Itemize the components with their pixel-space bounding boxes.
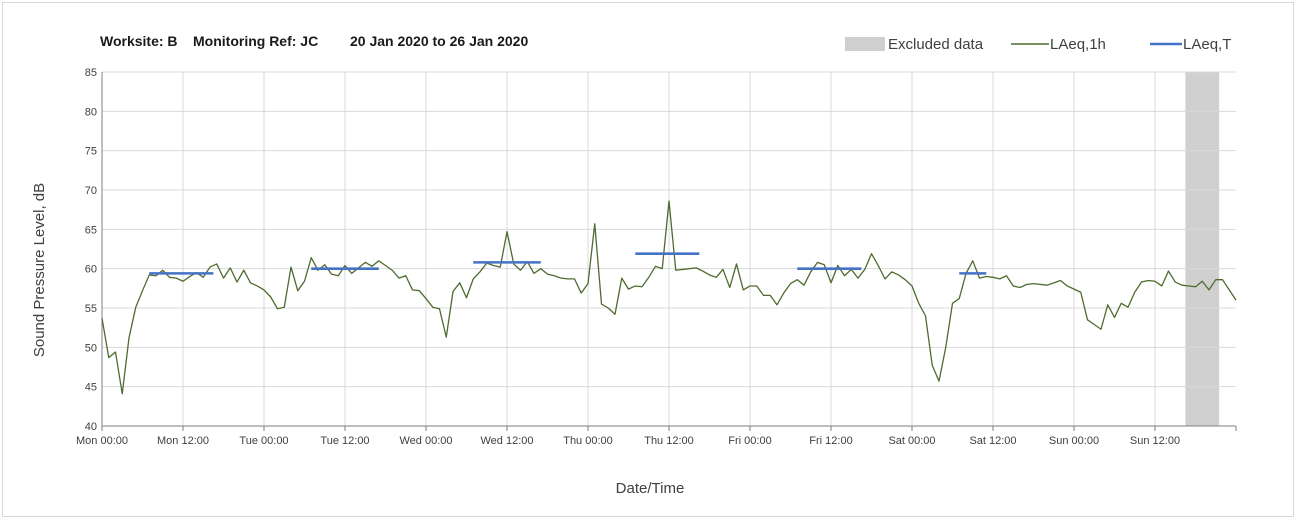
x-tick-label-8: Fri 00:00 (728, 435, 771, 447)
x-tick-label-9: Fri 12:00 (809, 435, 852, 447)
x-tick-label-12: Sun 00:00 (1049, 435, 1099, 447)
x-tick-label-6: Thu 00:00 (563, 435, 613, 447)
laeq-1h-line (101, 200, 1237, 395)
y-tick-label-55: 55 (85, 303, 97, 315)
y-tick-label-75: 75 (85, 146, 97, 158)
x-tick-label-4: Wed 00:00 (399, 435, 452, 447)
title-date-range: 20 Jan 2020 to 26 Jan 2020 (350, 33, 528, 49)
y-tick-labels: 40 45 50 55 60 65 70 75 80 85 (85, 67, 97, 433)
y-tick-label-80: 80 (85, 106, 97, 118)
x-tick-label-7: Thu 12:00 (644, 435, 694, 447)
x-tick-label-13: Sun 12:00 (1130, 435, 1180, 447)
axes (101, 72, 1237, 431)
y-tick-label-70: 70 (85, 185, 97, 197)
title-monitoring-ref: Monitoring Ref: JC (193, 33, 318, 49)
y-tick-label-85: 85 (85, 67, 97, 79)
chart-title: Worksite: B Monitoring Ref: JC 20 Jan 20… (100, 33, 528, 49)
title-worksite: Worksite: B (100, 33, 178, 49)
x-tick-label-0: Mon 00:00 (76, 435, 128, 447)
excluded-region (1185, 72, 1220, 426)
x-tick-label-2: Tue 00:00 (239, 435, 288, 447)
excluded-data-band (1185, 72, 1220, 426)
legend-excluded-label: Excluded data (888, 36, 984, 53)
legend: Excluded data LAeq,1h LAeq,T (845, 36, 1231, 53)
y-tick-label-50: 50 (85, 342, 97, 354)
legend-laeq1h-label: LAeq,1h (1050, 36, 1106, 53)
laeq-t-series (149, 252, 987, 275)
legend-laeqt-label: LAeq,T (1183, 36, 1231, 53)
y-tick-label-40: 40 (85, 421, 97, 433)
x-tick-label-11: Sat 12:00 (969, 435, 1016, 447)
vertical-gridlines (182, 72, 1156, 426)
x-axis-title: Date/Time (616, 480, 685, 497)
y-tick-label-65: 65 (85, 224, 97, 236)
legend-excluded-swatch (845, 37, 885, 51)
laeq-1h-series (101, 200, 1237, 395)
x-tick-labels: Mon 00:00 Mon 12:00 Tue 00:00 Tue 12:00 Wed … (76, 435, 1180, 447)
x-tick-label-1: Mon 12:00 (157, 435, 209, 447)
x-tick-label-3: Tue 12:00 (320, 435, 369, 447)
x-tick-label-5: Wed 12:00 (480, 435, 533, 447)
y-tick-label-60: 60 (85, 264, 97, 276)
y-axis-title: Sound Pressure Level, dB (31, 183, 48, 357)
y-tick-label-45: 45 (85, 382, 97, 394)
x-tick-label-10: Sat 00:00 (888, 435, 935, 447)
